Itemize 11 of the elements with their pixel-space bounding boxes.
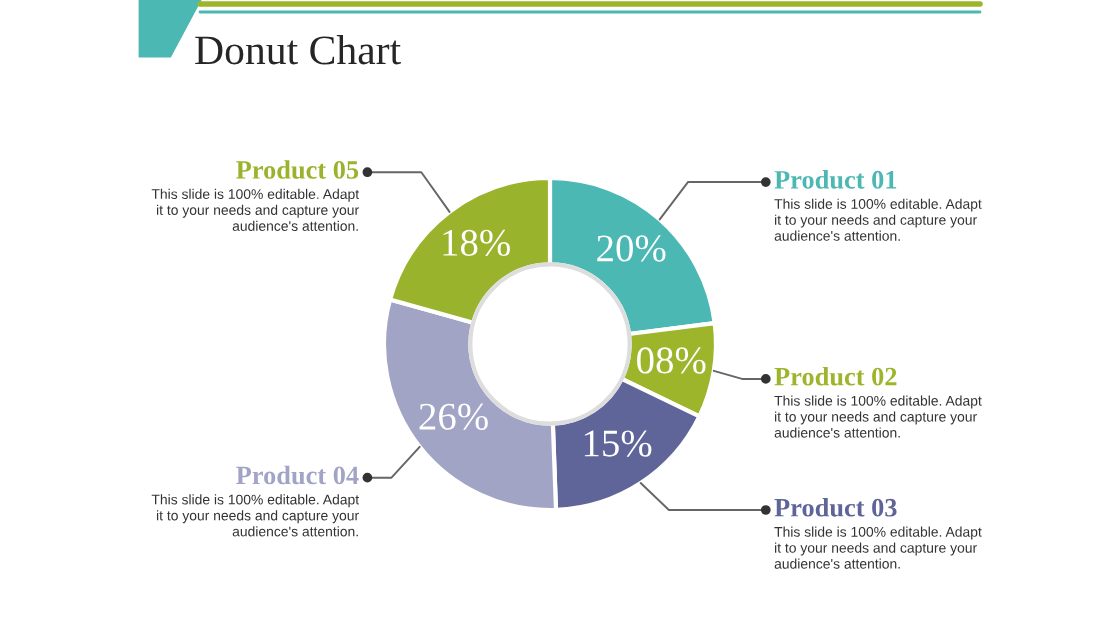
- slice-label: Product 01: [774, 170, 897, 189]
- data-label: 26%: [419, 403, 488, 430]
- chart-title: Donut Chart: [195, 35, 401, 65]
- slice-label: Product 04: [236, 465, 359, 485]
- data-label: 20%: [597, 235, 666, 262]
- data-label: 15%: [584, 430, 652, 457]
- slice-label: Product 05: [236, 160, 359, 179]
- slice-label: Product 02: [774, 366, 897, 386]
- slice-label: Product 03: [774, 498, 897, 517]
- data-label: 18%: [443, 229, 510, 257]
- data-label: 08%: [637, 347, 706, 374]
